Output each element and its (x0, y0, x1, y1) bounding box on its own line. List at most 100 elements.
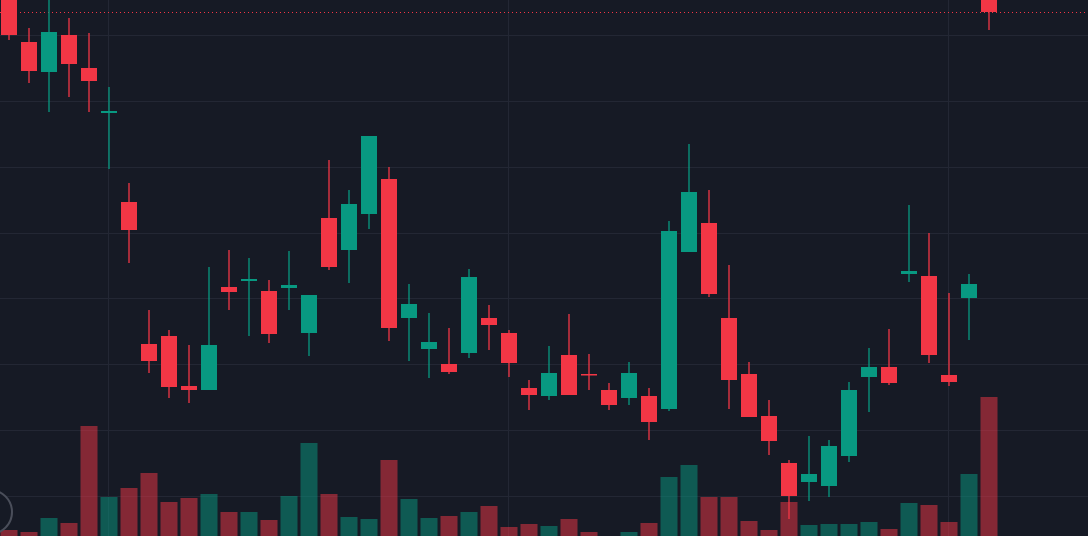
volume-bar (980, 397, 998, 536)
candle-body (781, 463, 797, 496)
candle-body (21, 42, 37, 71)
candle-body (501, 333, 517, 363)
candle-body (281, 285, 297, 288)
candle-body (401, 304, 417, 318)
volume-bar (240, 512, 258, 536)
volume-bar (100, 497, 118, 536)
candle-body (601, 390, 617, 405)
volume-bar (80, 426, 98, 536)
candle-body (181, 386, 197, 390)
volume-bar (740, 521, 758, 536)
candle-body (341, 204, 357, 250)
candle-body (121, 202, 137, 230)
volume-bar (280, 496, 298, 536)
volume-bar (660, 477, 678, 536)
candle-body (261, 291, 277, 334)
volume-bar (440, 516, 458, 536)
candle-body (981, 0, 997, 12)
volume-bar (920, 505, 938, 536)
volume-bar (860, 522, 878, 536)
volume-bar (320, 494, 338, 536)
volume-bar (160, 502, 178, 536)
volume-bar (400, 499, 418, 536)
volume-bar (40, 518, 58, 536)
volume-bar (840, 524, 858, 536)
candle-body (201, 345, 217, 390)
volume-bar (140, 473, 158, 536)
candle-body (61, 35, 77, 64)
scroll-button[interactable] (0, 490, 13, 534)
candle-body (101, 111, 117, 113)
candle-body (621, 373, 637, 398)
candle-body (721, 318, 737, 380)
candle-body (521, 388, 537, 395)
candle-body (221, 287, 237, 292)
candle-body (321, 218, 337, 267)
candle-body (441, 364, 457, 372)
candle-body (461, 277, 477, 353)
candle-body (861, 367, 877, 377)
candle-body (901, 271, 917, 274)
volume-bar (340, 517, 358, 536)
candle-body (641, 396, 657, 422)
candle-body (301, 295, 317, 333)
candle-body (361, 136, 377, 214)
volume-bar (120, 488, 138, 536)
candle-body (841, 390, 857, 456)
volume-bar (880, 529, 898, 536)
volume-bar (220, 512, 238, 536)
candle-body (141, 344, 157, 361)
volume-bar (900, 503, 918, 536)
candle-body (661, 231, 677, 409)
candle-body (561, 355, 577, 395)
candle-body (241, 279, 257, 281)
candle-body (881, 367, 897, 383)
candle-body (941, 375, 957, 382)
volume-bar (520, 524, 538, 536)
volume-bar (300, 443, 318, 536)
candle-body (761, 416, 777, 441)
volume-bar (200, 494, 218, 536)
volume-bar (480, 506, 498, 536)
volume-bar (360, 519, 378, 536)
volume-bar (800, 525, 818, 536)
volume-bar (0, 530, 18, 536)
candle-body (161, 336, 177, 387)
candle-body (541, 373, 557, 396)
candle-body (681, 192, 697, 252)
candle-body (801, 474, 817, 482)
candle-body (701, 223, 717, 294)
volume-bar (720, 497, 738, 536)
candle-body (381, 179, 397, 328)
volume-bar (500, 527, 518, 536)
candle-body (921, 276, 937, 355)
volume-bar (940, 522, 958, 536)
volume-bar (620, 532, 638, 536)
candle-body (1, 0, 17, 35)
volume-bar (380, 460, 398, 536)
volume-bar (460, 512, 478, 536)
volume-bar (680, 465, 698, 536)
candle-body (961, 284, 977, 298)
volume-bar (540, 526, 558, 536)
volume-bar (60, 523, 78, 536)
volume-bar (560, 519, 578, 536)
volume-bar (640, 523, 658, 536)
candle-body (41, 32, 57, 72)
candle-body (81, 68, 97, 81)
volume-bar (760, 530, 778, 536)
volume-bar (20, 532, 38, 536)
candle-body (741, 374, 757, 417)
candle-body (581, 374, 597, 376)
volume-bar (260, 520, 278, 536)
candle-body (481, 318, 497, 325)
volume-bar (580, 532, 598, 536)
volume-bar (960, 474, 978, 536)
volume-bar (820, 524, 838, 536)
candle-body (421, 342, 437, 349)
candle-body (821, 446, 837, 486)
volume-bar (420, 518, 438, 536)
volume-bar (700, 497, 718, 536)
